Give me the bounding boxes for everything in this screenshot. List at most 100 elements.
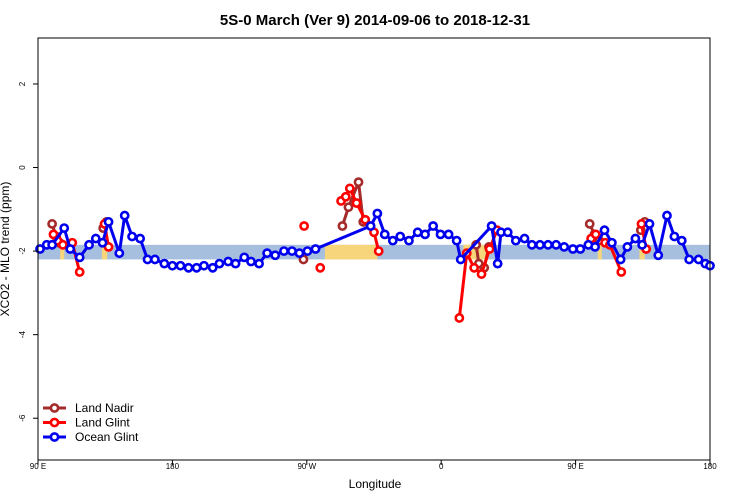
ocean-glint-point <box>662 210 672 221</box>
ocean-glint-point <box>543 239 553 250</box>
land-band-segment <box>597 244 602 260</box>
ocean-glint-point <box>119 210 130 221</box>
land-glint-point <box>373 246 384 256</box>
x-tick-label: 180 <box>703 462 717 471</box>
land-nadir-point <box>47 219 58 229</box>
ocean-glint-point <box>59 223 70 234</box>
legend-marker-ocean-glint <box>49 432 60 442</box>
legend-marker-land-glint <box>49 417 60 428</box>
ocean-glint-point <box>684 254 695 265</box>
ocean-glint-point <box>279 246 289 256</box>
ocean-glint-point <box>535 239 545 250</box>
ocean-glint-point <box>254 258 264 269</box>
land-band-segment <box>60 244 65 260</box>
ocean-glint-point <box>693 254 704 265</box>
x-axis-label: Longitude <box>349 477 402 491</box>
ocean-glint-point <box>365 221 376 231</box>
land-band-segment <box>101 244 108 260</box>
ocean-glint-point <box>294 248 305 259</box>
land-glint-point <box>351 198 362 208</box>
ocean-glint-point <box>230 258 241 269</box>
ocean-glint-point <box>90 233 101 244</box>
ocean-glint-point <box>420 229 430 240</box>
ocean-glint-point <box>183 262 194 273</box>
land-glint-point <box>74 267 85 277</box>
land-nadir-point <box>337 221 348 231</box>
ocean-glint-point <box>199 260 209 271</box>
land-glint-point <box>590 229 601 240</box>
y-axis-label: XCO2 - MLO trend (ppm) <box>0 182 12 317</box>
x-tick-label: 90 E <box>567 462 583 471</box>
ocean-glint-point <box>404 235 414 246</box>
ocean-glint-point <box>451 235 462 246</box>
land-nadir-point <box>584 219 595 229</box>
ocean-glint-point <box>135 233 146 244</box>
ocean-glint-point <box>653 250 664 261</box>
land-nadir-point <box>343 202 354 213</box>
ocean-glint-point <box>379 229 390 240</box>
ocean-glint-point <box>599 225 610 236</box>
land-band-segment <box>639 244 645 260</box>
ocean-glint-point <box>486 221 497 231</box>
land-glint-point <box>340 191 351 202</box>
legend-marker-land-nadir <box>49 403 60 413</box>
ocean-glint-point <box>428 221 439 231</box>
ocean-glint-point <box>559 242 570 252</box>
ocean-glint-point <box>175 260 186 271</box>
ocean-glint-point <box>669 231 680 242</box>
y-tick-label: -2 <box>18 247 27 255</box>
legend-label-land-nadir: Land Nadir <box>75 401 134 415</box>
land-nadir-point <box>353 177 364 188</box>
land-glint-point <box>344 183 355 194</box>
y-tick-label: 0 <box>18 165 27 170</box>
ocean-glint-point <box>527 239 537 250</box>
ocean-glint-point <box>492 258 503 269</box>
land-glint-point <box>360 214 371 225</box>
ocean-glint-point <box>159 258 170 269</box>
land-glint-point <box>57 239 68 250</box>
ocean-glint-point <box>455 254 466 265</box>
ocean-glint-point <box>435 229 446 240</box>
y-tick-label: -6 <box>18 414 27 422</box>
land-band-segment <box>324 244 378 260</box>
ocean-glint-point <box>239 252 250 263</box>
ocean-glint-point <box>150 254 160 265</box>
x-tick-label: 180 <box>166 462 180 471</box>
ocean-glint-point <box>387 235 398 246</box>
ocean-glint-point <box>97 237 108 248</box>
ocean-glint-point <box>47 239 58 250</box>
ocean-glint-point <box>103 216 114 227</box>
x-tick-label: 90 E <box>30 462 46 471</box>
land-glint-point <box>476 269 487 279</box>
ocean-glint-point <box>127 231 137 242</box>
land-glint-point <box>616 267 627 277</box>
land-glint-point <box>636 219 647 229</box>
land-glint-point <box>315 262 326 273</box>
land-glint-point <box>469 262 480 273</box>
ocean-glint-point <box>551 239 562 250</box>
ocean-glint-point <box>502 227 513 238</box>
ocean-glint-point <box>302 246 313 256</box>
ocean-glint-point <box>510 235 521 246</box>
ocean-glint-point <box>207 262 218 273</box>
ocean-glint-point <box>395 231 406 242</box>
ocean-glint-point <box>65 244 76 254</box>
x-axis-ticks: 90 E 180 90 W 0 90 E 180 <box>30 460 717 471</box>
legend-label-land-glint: Land Glint <box>75 416 130 430</box>
ocean-glint-point <box>615 254 626 265</box>
ocean-glint-point <box>167 260 178 271</box>
ocean-glint-point <box>443 229 454 240</box>
chart-title: 5S-0 March (Ver 9) 2014-09-06 to 2018-12… <box>220 12 530 29</box>
ocean-glint-point <box>637 239 648 250</box>
plot-frame <box>37 37 711 461</box>
ocean-glint-point <box>590 242 600 252</box>
land-glint-point <box>299 221 310 231</box>
ocean-glint-point <box>310 244 321 254</box>
ocean-glint-point <box>270 250 281 261</box>
ocean-glint-point <box>262 248 273 259</box>
ocean-glint-point <box>84 239 94 250</box>
y-axis-ticks: 2 0 -2 -4 -6 <box>18 81 38 422</box>
ocean-glint-point <box>372 208 383 219</box>
